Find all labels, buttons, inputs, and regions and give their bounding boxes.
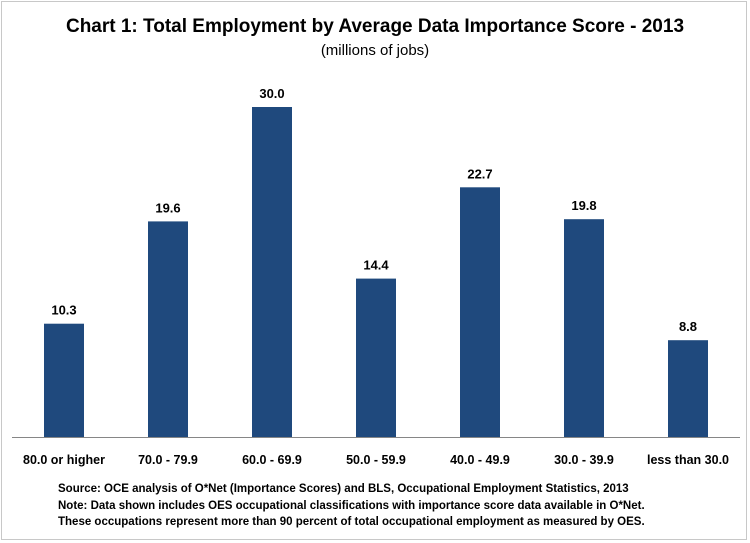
data-label-3: 14.4 xyxy=(363,258,389,273)
chart-title: Chart 1: Total Employment by Average Dat… xyxy=(65,16,685,37)
bar-2 xyxy=(252,107,292,437)
bar-5 xyxy=(564,219,604,437)
bar-4 xyxy=(460,187,500,437)
x-tick-label-0: 80.0 or higher xyxy=(23,453,105,467)
bar-6 xyxy=(668,340,708,437)
data-label-4: 22.7 xyxy=(467,166,492,181)
data-label-6: 8.8 xyxy=(679,319,697,334)
bar-1 xyxy=(148,221,188,437)
coverage-note: These occupations represent more than 90… xyxy=(58,516,645,528)
bar-0 xyxy=(44,323,84,437)
x-tick-label-1: 70.0 - 79.9 xyxy=(138,453,198,467)
data-label-1: 19.6 xyxy=(155,200,180,215)
x-tick-label-6: less than 30.0 xyxy=(647,453,729,467)
data-label-2: 30.0 xyxy=(259,86,284,101)
data-label-5: 19.8 xyxy=(571,198,596,213)
chart-notes: Source: OCE analysis of O*Net (Importanc… xyxy=(58,481,645,531)
x-tick-label-3: 50.0 - 59.9 xyxy=(346,453,406,467)
bar-3 xyxy=(356,278,396,437)
source-note: Source: OCE analysis of O*Net (Importanc… xyxy=(58,483,629,495)
x-tick-label-4: 40.0 - 49.9 xyxy=(450,453,510,467)
data-note: Note: Data shown includes OES occupation… xyxy=(58,499,645,512)
x-tick-label-2: 60.0 - 69.9 xyxy=(242,453,302,467)
chart-subtitle: (millions of jobs) xyxy=(320,42,430,59)
x-tick-label-5: 30.0 - 39.9 xyxy=(554,453,614,467)
data-label-0: 10.3 xyxy=(51,303,76,318)
